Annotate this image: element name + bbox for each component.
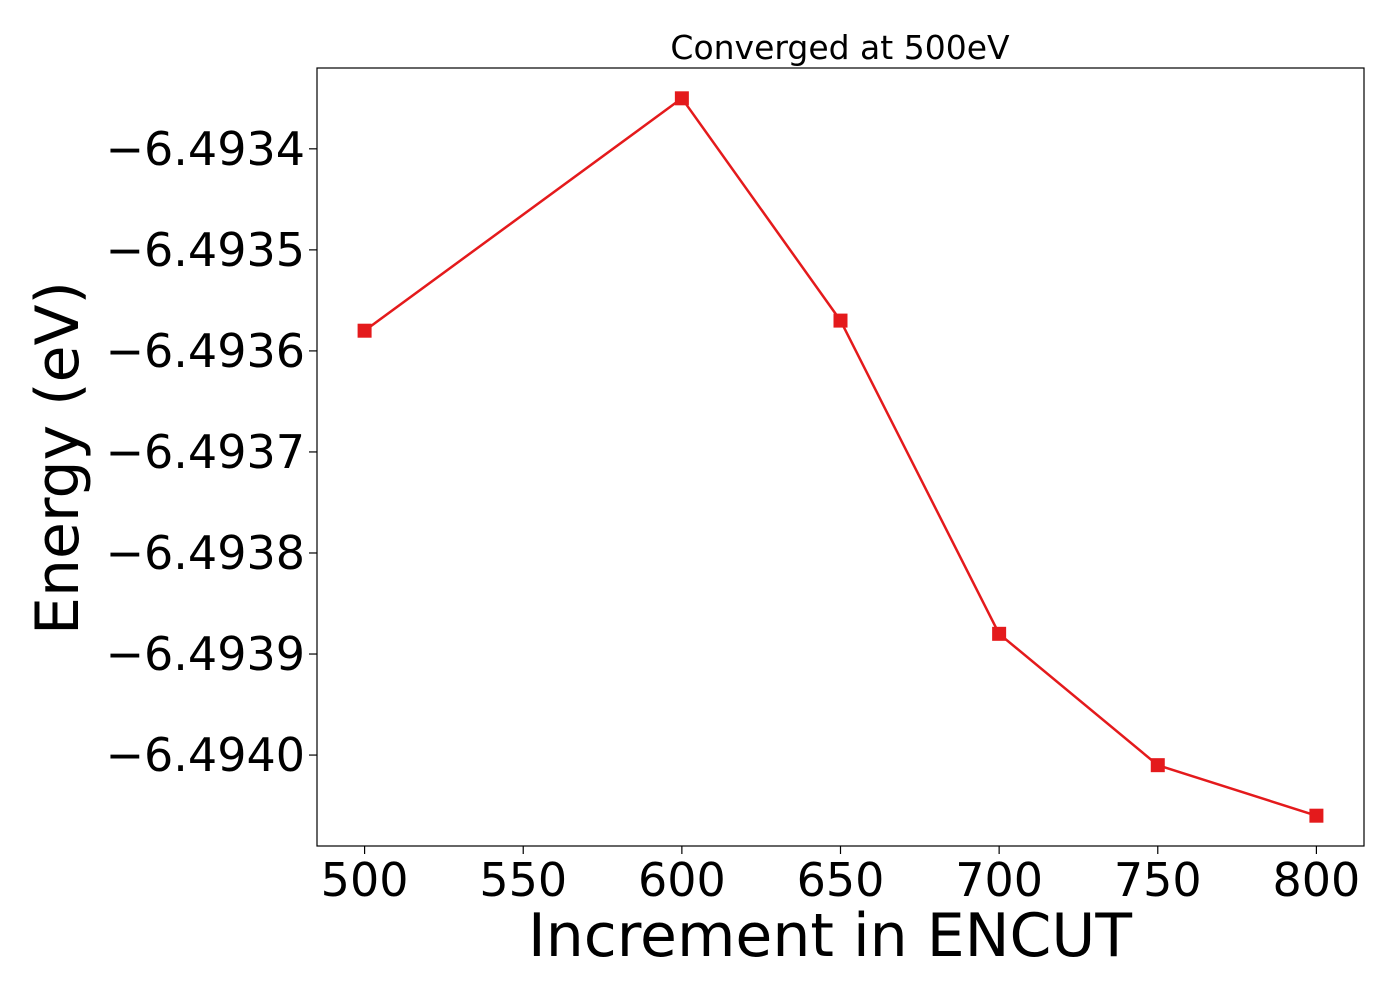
y-tick-label: −6.4937 bbox=[106, 425, 306, 479]
data-point-marker bbox=[833, 313, 848, 328]
plot-frame bbox=[316, 67, 1365, 847]
y-tick-label: −6.4939 bbox=[106, 627, 306, 681]
plot-area bbox=[357, 91, 1324, 823]
x-axis-label: Increment in ENCUT bbox=[528, 901, 1132, 971]
x-tick-label: 550 bbox=[479, 853, 567, 907]
y-tick-label: −6.4940 bbox=[106, 728, 306, 782]
data-point-marker bbox=[357, 323, 372, 338]
y-tick-label: −6.4934 bbox=[106, 122, 306, 176]
y-tick-label: −6.4938 bbox=[106, 526, 306, 580]
data-point-marker bbox=[992, 626, 1007, 641]
x-tick-label: 650 bbox=[797, 853, 885, 907]
x-tick-label: 500 bbox=[321, 853, 409, 907]
data-point-marker bbox=[674, 91, 689, 106]
data-point-marker bbox=[1309, 808, 1324, 823]
x-tick-label: 750 bbox=[1114, 853, 1202, 907]
chart-title: Converged at 500eV bbox=[670, 28, 1010, 67]
series-line bbox=[363, 97, 1317, 817]
y-tick-label: −6.4935 bbox=[106, 223, 306, 277]
x-tick-label: 800 bbox=[1273, 853, 1361, 907]
y-tick-label: −6.4936 bbox=[106, 324, 306, 378]
x-tick-label: 600 bbox=[638, 853, 726, 907]
axis-ticks: 500 550 600 650 700 750 800 −6.4934 −6.4935 −6.49… bbox=[106, 122, 1361, 907]
x-tick-label: 700 bbox=[955, 853, 1043, 907]
data-point-marker bbox=[1150, 758, 1165, 773]
y-axis-label: Energy (eV) bbox=[23, 281, 93, 635]
